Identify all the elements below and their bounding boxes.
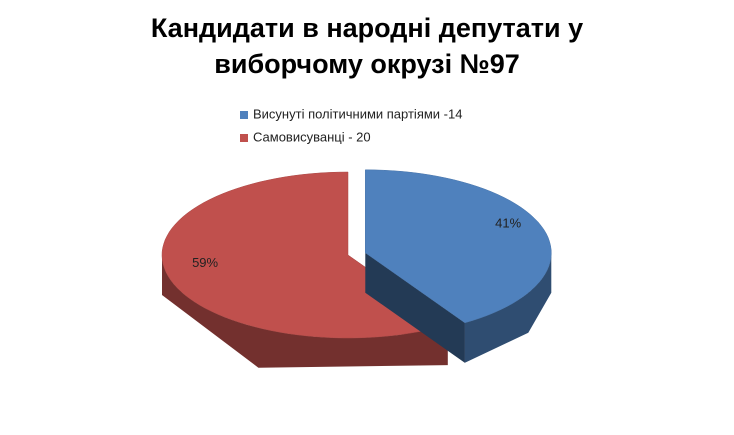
legend-swatch bbox=[240, 111, 248, 119]
legend-label: Висунуті політичними партіями -14 bbox=[253, 106, 462, 121]
slice bbox=[365, 169, 552, 324]
slice-wall bbox=[365, 252, 465, 363]
slice-group bbox=[365, 169, 552, 363]
slice-side bbox=[162, 255, 448, 368]
data-label: 59% bbox=[192, 255, 218, 270]
data-label: 41% bbox=[495, 216, 521, 231]
legend-label: Самовисуванці - 20 bbox=[253, 129, 371, 144]
chart-title: Кандидати в народні депутати у виборчому… bbox=[150, 13, 584, 79]
legend-swatch bbox=[240, 134, 248, 142]
slice-side bbox=[464, 252, 552, 363]
